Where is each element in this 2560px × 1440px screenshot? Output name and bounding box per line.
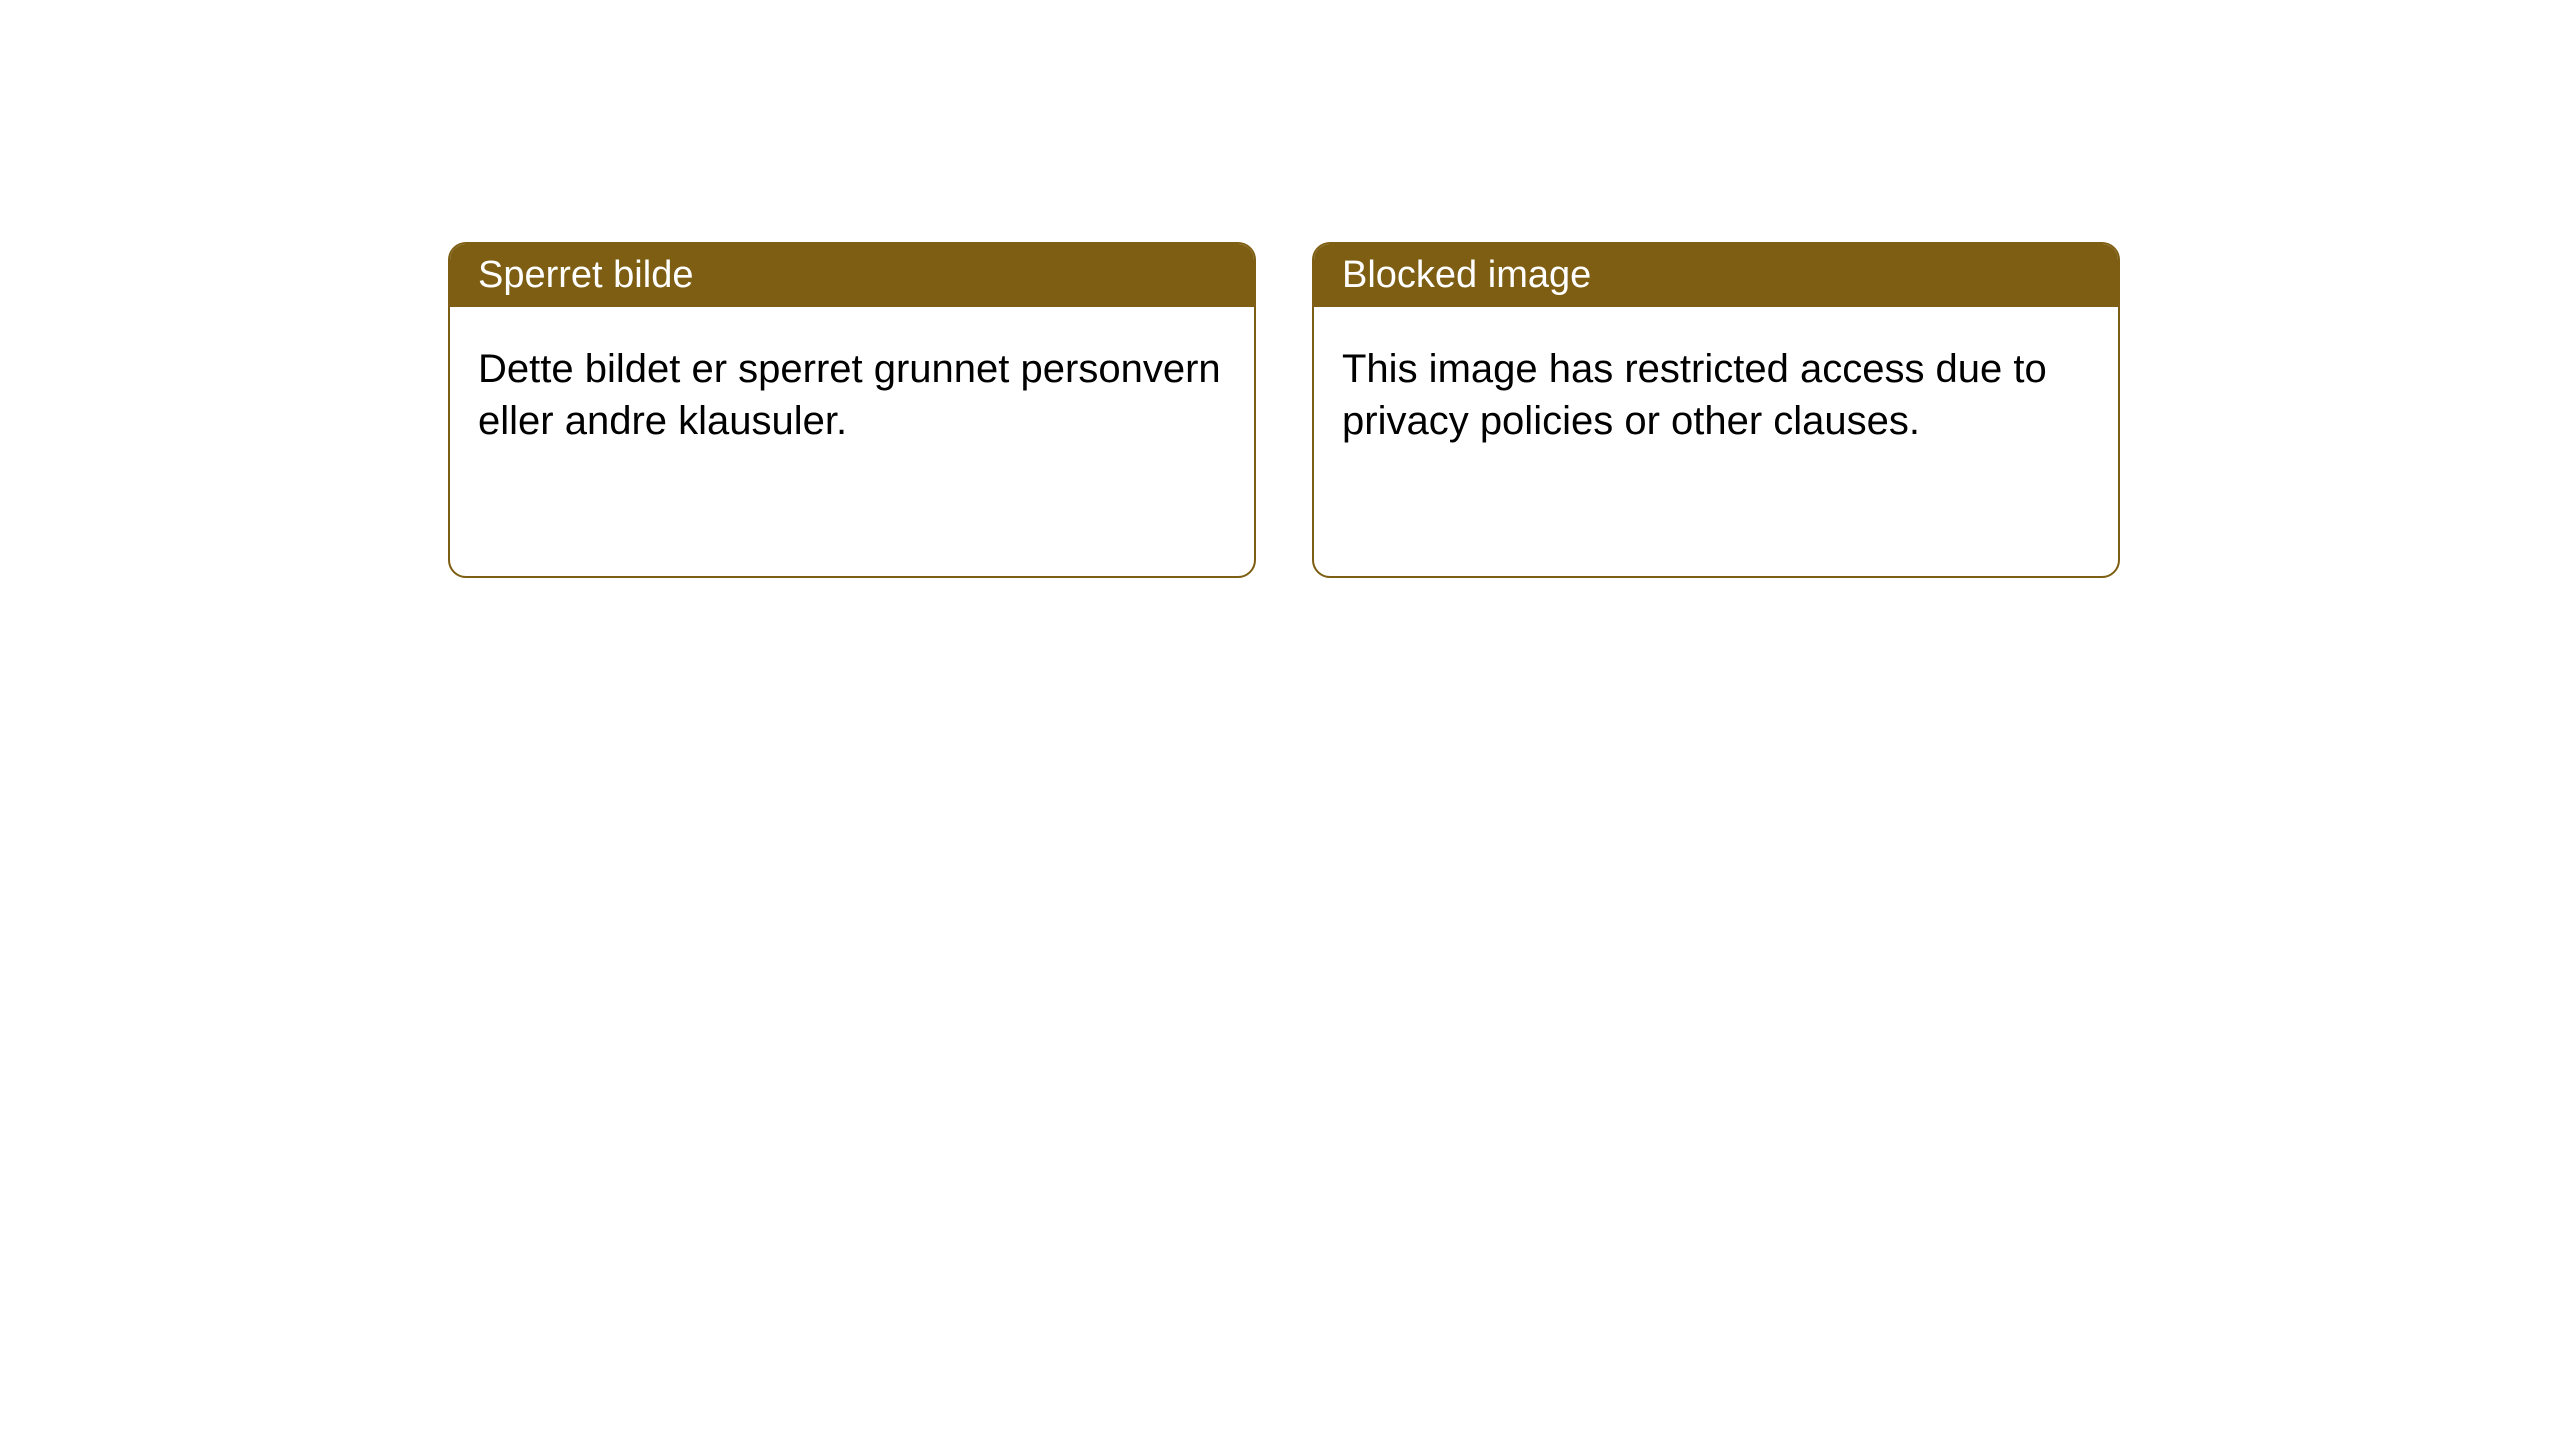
notice-card-norwegian: Sperret bilde Dette bildet er sperret gr… bbox=[448, 242, 1256, 578]
card-body: This image has restricted access due to … bbox=[1314, 307, 2118, 483]
notice-card-english: Blocked image This image has restricted … bbox=[1312, 242, 2120, 578]
card-body: Dette bildet er sperret grunnet personve… bbox=[450, 307, 1254, 483]
card-header: Sperret bilde bbox=[450, 244, 1254, 307]
notice-container: Sperret bilde Dette bildet er sperret gr… bbox=[0, 0, 2560, 578]
card-header: Blocked image bbox=[1314, 244, 2118, 307]
